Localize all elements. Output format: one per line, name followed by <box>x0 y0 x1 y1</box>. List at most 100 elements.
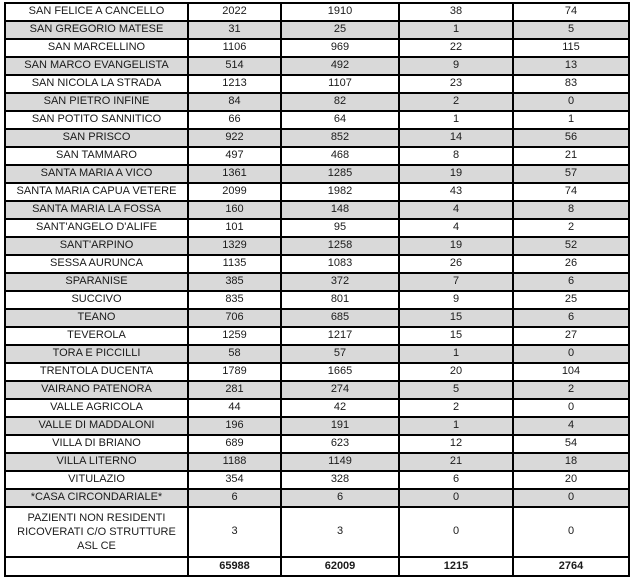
municipality-name: TEVEROLA <box>4 326 189 346</box>
value-cell: 25 <box>512 290 630 310</box>
value-cell: 66 <box>187 110 282 130</box>
value-cell: 372 <box>280 272 400 292</box>
value-cell: 497 <box>187 146 282 166</box>
municipality-name: VALLE AGRICOLA <box>4 398 189 418</box>
municipality-name: SANT'ANGELO D'ALIFE <box>4 218 189 238</box>
value-cell: 64 <box>280 110 400 130</box>
value-cell: 42 <box>280 398 400 418</box>
value-cell: 20 <box>512 470 630 490</box>
municipality-name: SESSA AURUNCA <box>4 254 189 274</box>
table-row: VITULAZIO 354 328 6 20 <box>4 470 630 490</box>
value-cell: 281 <box>187 380 282 400</box>
value-cell: 835 <box>187 290 282 310</box>
value-cell: 623 <box>280 434 400 454</box>
municipality-name: SAN PRISCO <box>4 128 189 148</box>
value-cell: 54 <box>512 434 630 454</box>
value-cell: 13 <box>512 56 630 76</box>
municipality-name: SANTA MARIA A VICO <box>4 164 189 184</box>
value-cell: 84 <box>187 92 282 112</box>
value-cell: 9 <box>398 290 514 310</box>
value-cell: 2 <box>512 380 630 400</box>
table-row: SAN MARCO EVANGELISTA 514 492 9 13 <box>4 56 630 76</box>
value-cell: 492 <box>280 56 400 76</box>
value-cell: 3 <box>280 506 400 558</box>
municipality-name: TEANO <box>4 308 189 328</box>
table-row: SAN TAMMARO 497 468 8 21 <box>4 146 630 166</box>
municipality-name: SANTA MARIA CAPUA VETERE <box>4 182 189 202</box>
value-cell: 6 <box>398 470 514 490</box>
value-cell: 706 <box>187 308 282 328</box>
value-cell: 1217 <box>280 326 400 346</box>
value-cell: 0 <box>398 488 514 508</box>
value-cell: 354 <box>187 470 282 490</box>
value-cell: 1982 <box>280 182 400 202</box>
municipality-name: *CASA CIRCONDARIALE* <box>4 488 189 508</box>
value-cell: 1789 <box>187 362 282 382</box>
value-cell: 74 <box>512 2 630 22</box>
value-cell: 44 <box>187 398 282 418</box>
value-cell: 922 <box>187 128 282 148</box>
value-cell: 1285 <box>280 164 400 184</box>
value-cell: 3 <box>187 506 282 558</box>
value-cell: 43 <box>398 182 514 202</box>
value-cell: 22 <box>398 38 514 58</box>
table-row: SANTA MARIA CAPUA VETERE 2099 1982 43 74 <box>4 182 630 202</box>
municipality-name: SAN GREGORIO MATESE <box>4 20 189 40</box>
municipality-table: SAN FELICE A CANCELLO 2022 1910 38 74 SAN GRE… <box>4 2 630 577</box>
value-cell: 21 <box>398 452 514 472</box>
value-cell: 15 <box>398 308 514 328</box>
municipality-name: VITULAZIO <box>4 470 189 490</box>
value-cell: 4 <box>398 218 514 238</box>
value-cell: 1149 <box>280 452 400 472</box>
value-cell: 1188 <box>187 452 282 472</box>
table-row: VILLA LITERNO 1188 1149 21 18 <box>4 452 630 472</box>
value-cell: 20 <box>398 362 514 382</box>
value-cell: 7 <box>398 272 514 292</box>
value-cell: 689 <box>187 434 282 454</box>
value-cell: 58 <box>187 344 282 364</box>
table-footer: 65988 62009 1215 2764 <box>4 556 630 577</box>
value-cell: 1665 <box>280 362 400 382</box>
value-cell: 1329 <box>187 236 282 256</box>
table-row: VALLE AGRICOLA 44 42 2 0 <box>4 398 630 418</box>
value-cell: 160 <box>187 200 282 220</box>
municipality-name: SPARANISE <box>4 272 189 292</box>
table-body: SAN FELICE A CANCELLO 2022 1910 38 74 SAN GRE… <box>4 2 630 558</box>
total-value-cell: 62009 <box>280 556 400 577</box>
table-row: TORA E PICCILLI 58 57 1 0 <box>4 344 630 364</box>
value-cell: 0 <box>512 344 630 364</box>
municipality-name: TORA E PICCILLI <box>4 344 189 364</box>
total-value-cell: 1215 <box>398 556 514 577</box>
table-row: SESSA AURUNCA 1135 1083 26 26 <box>4 254 630 274</box>
table-row: SAN PIETRO INFINE 84 82 2 0 <box>4 92 630 112</box>
value-cell: 104 <box>512 362 630 382</box>
value-cell: 0 <box>512 398 630 418</box>
value-cell: 274 <box>280 380 400 400</box>
table-row: SANTA MARIA LA FOSSA 160 148 4 8 <box>4 200 630 220</box>
value-cell: 0 <box>398 506 514 558</box>
value-cell: 18 <box>512 452 630 472</box>
value-cell: 82 <box>280 92 400 112</box>
value-cell: 1259 <box>187 326 282 346</box>
municipality-name: SANT'ARPINO <box>4 236 189 256</box>
table-row: TRENTOLA DUCENTA 1789 1665 20 104 <box>4 362 630 382</box>
municipality-name: SANTA MARIA LA FOSSA <box>4 200 189 220</box>
value-cell: 101 <box>187 218 282 238</box>
value-cell: 15 <box>398 326 514 346</box>
value-cell: 1083 <box>280 254 400 274</box>
value-cell: 4 <box>512 416 630 436</box>
value-cell: 1 <box>512 110 630 130</box>
value-cell: 0 <box>512 506 630 558</box>
value-cell: 852 <box>280 128 400 148</box>
municipality-name: SUCCIVO <box>4 290 189 310</box>
value-cell: 1135 <box>187 254 282 274</box>
table-row: SUCCIVO 835 801 9 25 <box>4 290 630 310</box>
value-cell: 468 <box>280 146 400 166</box>
value-cell: 2 <box>398 92 514 112</box>
value-cell: 1106 <box>187 38 282 58</box>
value-cell: 31 <box>187 20 282 40</box>
total-row: 65988 62009 1215 2764 <box>4 556 630 577</box>
value-cell: 801 <box>280 290 400 310</box>
table-row: SAN PRISCO 922 852 14 56 <box>4 128 630 148</box>
